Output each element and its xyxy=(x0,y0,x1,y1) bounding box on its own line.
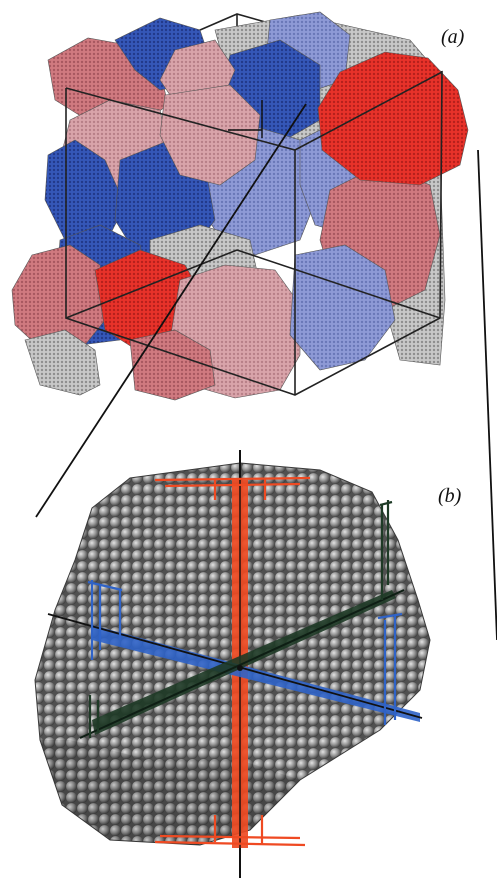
axes-origin xyxy=(237,665,243,671)
axis-orange-bottom-cap xyxy=(154,815,306,847)
crystal-axes xyxy=(47,450,423,878)
grain-axis-marker xyxy=(228,100,263,138)
axis-orange-top-cap xyxy=(154,476,311,500)
grain-red-topright xyxy=(317,51,469,186)
grains xyxy=(11,11,469,401)
grain-microstructure-panel xyxy=(11,11,469,401)
axis-blue-end-right xyxy=(377,612,403,725)
axis-green-line xyxy=(79,589,405,739)
panel-label-b: (b) xyxy=(438,485,462,507)
simulation-box-front-edges xyxy=(65,70,443,396)
panel-label-a: (a) xyxy=(441,26,465,48)
axis-green-end-left xyxy=(88,695,100,738)
grain-lightpink-center xyxy=(159,84,261,186)
axis-green-end-right xyxy=(379,500,393,600)
single-grain-panel xyxy=(34,450,431,878)
axis-blue-end-left xyxy=(87,580,123,660)
grain-grey-bottom-left xyxy=(24,329,101,396)
zoom-connector-lines xyxy=(35,103,497,641)
